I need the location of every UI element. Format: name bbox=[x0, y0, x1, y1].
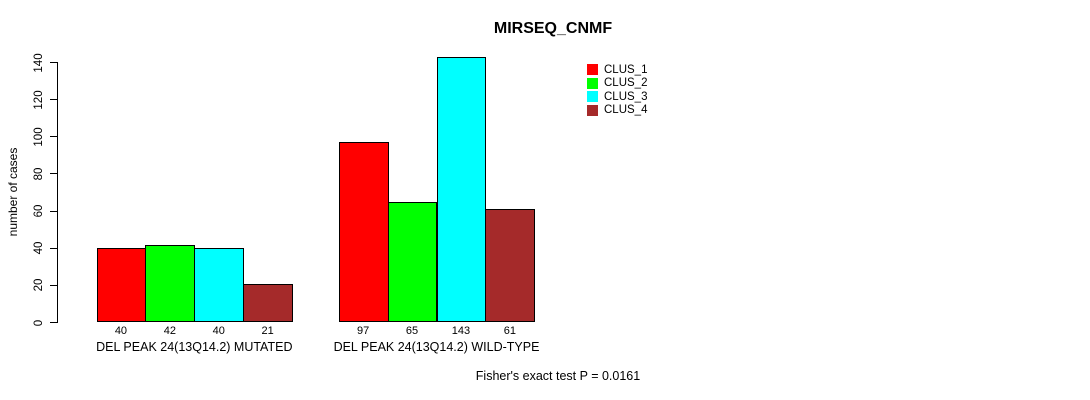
legend-swatch-icon bbox=[587, 91, 598, 103]
chart-title: MIRSEQ_CNMF bbox=[493, 20, 613, 37]
legend-label: CLUS_2 bbox=[604, 77, 648, 90]
bar-value-label: 61 bbox=[503, 324, 516, 337]
legend: CLUS_1 CLUS_2 CLUS_3 CLUS_4 bbox=[587, 64, 647, 118]
bar-clus_3-group2 bbox=[436, 56, 487, 323]
legend-row-clus_4: CLUS_4 bbox=[587, 104, 648, 117]
bar-value-label: 40 bbox=[114, 324, 128, 337]
y-axis-tick-label: 100 bbox=[33, 127, 45, 147]
bar-value-label: 65 bbox=[405, 324, 419, 337]
bar-clus_1-group2 bbox=[338, 142, 389, 323]
bar-clus_3-group1 bbox=[194, 248, 245, 323]
y-axis-line bbox=[56, 62, 58, 323]
legend-row-clus_2: CLUS_2 bbox=[587, 77, 648, 90]
legend-swatch-icon bbox=[587, 104, 598, 116]
y-axis-tick bbox=[49, 173, 57, 175]
bar-value-label: 143 bbox=[451, 324, 471, 337]
legend-row-clus_1: CLUS_1 bbox=[587, 64, 647, 76]
legend-swatch-icon bbox=[587, 77, 598, 89]
y-axis-tick-label: 80 bbox=[33, 167, 45, 181]
legend-swatch-icon bbox=[587, 64, 598, 76]
bar-value-label: 40 bbox=[212, 324, 225, 337]
y-axis-tick-label: 140 bbox=[33, 52, 45, 73]
group-label-2: DEL PEAK 24(13Q14.2) WILD-TYPE bbox=[333, 340, 540, 354]
y-axis-tick bbox=[49, 284, 57, 286]
bar-value-label: 97 bbox=[357, 324, 370, 337]
bar-clus_2-group1 bbox=[145, 244, 196, 323]
bar-clus_2-group2 bbox=[387, 201, 438, 323]
y-axis-tick bbox=[49, 322, 57, 323]
legend-label: CLUS_4 bbox=[604, 104, 648, 117]
y-axis-tick bbox=[49, 136, 57, 138]
y-axis-title: number of cases bbox=[6, 147, 20, 237]
y-axis-tick-label: 20 bbox=[33, 278, 45, 292]
bar-clus_1-group1 bbox=[96, 248, 147, 323]
bar-value-label: 21 bbox=[261, 324, 274, 337]
group-label-1: DEL PEAK 24(13Q14.2) MUTATED bbox=[96, 340, 293, 354]
bar-clus_4-group2 bbox=[485, 209, 536, 323]
y-axis-tick-label: 40 bbox=[33, 241, 45, 255]
y-axis-tick bbox=[49, 210, 57, 212]
legend-row-clus_3: CLUS_3 bbox=[587, 91, 647, 103]
bar-value-label: 42 bbox=[163, 324, 176, 337]
annotation-text: Fisher's exact test P = 0.0161 bbox=[475, 369, 641, 383]
legend-label: CLUS_1 bbox=[604, 63, 648, 76]
y-axis-tick bbox=[49, 99, 57, 101]
bar-clus_4-group1 bbox=[243, 283, 294, 323]
y-axis-tick-label: 120 bbox=[33, 90, 45, 110]
y-axis-tick bbox=[49, 247, 57, 249]
y-axis-tick-label: 60 bbox=[33, 204, 45, 218]
y-axis-tick-label: 0 bbox=[33, 319, 45, 326]
legend-label: CLUS_3 bbox=[604, 90, 648, 103]
y-axis-tick bbox=[49, 62, 57, 64]
